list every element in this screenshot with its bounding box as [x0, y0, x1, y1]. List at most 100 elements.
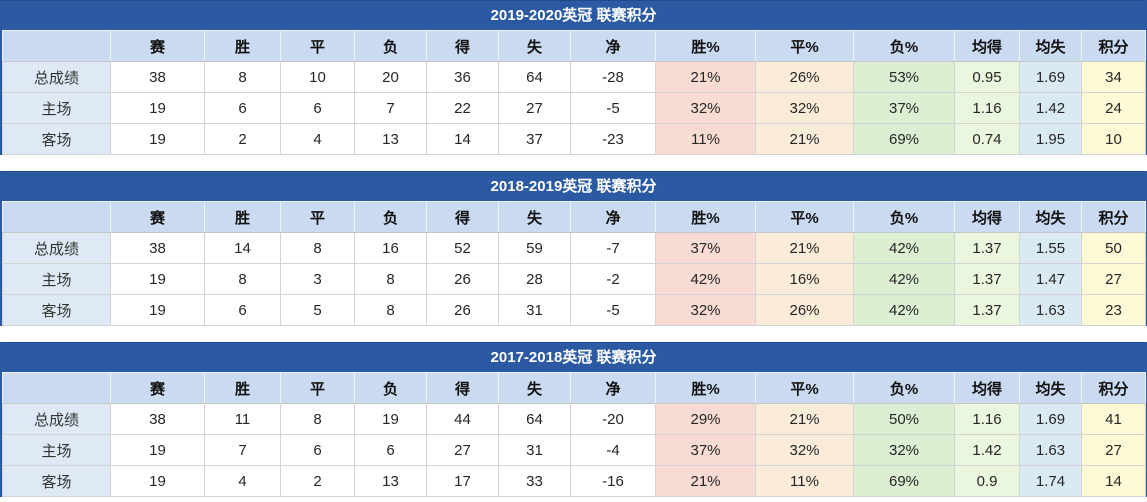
- table-row-total: 总成绩 38 8 10 20 36 64 -28 21% 26% 53% 0.9…: [2, 61, 1146, 93]
- stat-cell: -7: [570, 232, 656, 264]
- stat-cell: -20: [570, 403, 656, 435]
- stat-cell-win-pct: 21%: [655, 61, 756, 93]
- column-header-win-pct: 胜%: [655, 201, 756, 233]
- stat-cell-avg-against: 1.69: [1019, 403, 1082, 435]
- corner-header: [2, 372, 111, 404]
- stat-cell: 13: [354, 123, 427, 155]
- row-label: 主场: [2, 263, 111, 295]
- table-row-home: 主场 19 6 6 7 22 27 -5 32% 32% 37% 1.16 1.…: [2, 92, 1146, 124]
- stat-cell: 64: [498, 403, 571, 435]
- stat-cell: 4: [280, 123, 355, 155]
- column-header-draws: 平: [280, 201, 355, 233]
- stat-cell: 6: [354, 434, 427, 466]
- stat-cell-loss-pct: 50%: [853, 403, 955, 435]
- stat-cell: 13: [354, 465, 427, 497]
- stat-cell: 37: [498, 123, 571, 155]
- header-row: 赛 胜 平 负 得 失 净 胜% 平% 负% 均得 均失 积分: [2, 201, 1146, 233]
- stat-cell-draw-pct: 32%: [755, 92, 854, 124]
- table-title: 2018-2019英冠 联赛积分: [2, 171, 1145, 201]
- stat-cell: 19: [110, 123, 205, 155]
- column-header-losses: 负: [354, 372, 427, 404]
- stat-cell-loss-pct: 42%: [853, 263, 955, 295]
- stat-cell: 28: [498, 263, 571, 295]
- column-header-matches: 赛: [110, 201, 205, 233]
- stat-cell: 6: [204, 294, 281, 326]
- stat-cell-avg-for: 1.16: [954, 403, 1020, 435]
- stat-cell-win-pct: 37%: [655, 232, 756, 264]
- stat-cell-avg-for: 1.42: [954, 434, 1020, 466]
- stat-cell-points: 14: [1081, 465, 1146, 497]
- stat-cell-loss-pct: 42%: [853, 232, 955, 264]
- stat-cell: -23: [570, 123, 656, 155]
- stat-cell-draw-pct: 26%: [755, 61, 854, 93]
- stat-cell: 4: [204, 465, 281, 497]
- column-header-avg-for: 均得: [954, 201, 1020, 233]
- stat-cell: 8: [280, 403, 355, 435]
- column-header-loss-pct: 负%: [853, 201, 955, 233]
- stat-cell-draw-pct: 21%: [755, 232, 854, 264]
- column-header-goals-against: 失: [498, 30, 571, 62]
- column-header-points: 积分: [1081, 30, 1146, 62]
- stat-cell-avg-against: 1.47: [1019, 263, 1082, 295]
- stat-cell: 8: [280, 232, 355, 264]
- stat-cell-win-pct: 32%: [655, 92, 756, 124]
- column-header-draw-pct: 平%: [755, 201, 854, 233]
- row-label: 客场: [2, 123, 111, 155]
- stat-cell: 44: [426, 403, 499, 435]
- stat-cell: 10: [280, 61, 355, 93]
- row-label: 总成绩: [2, 232, 111, 264]
- row-label: 主场: [2, 434, 111, 466]
- table-row-away: 客场 19 4 2 13 17 33 -16 21% 11% 69% 0.9 1…: [2, 465, 1146, 497]
- stat-cell: 38: [110, 403, 205, 435]
- stat-cell: 7: [204, 434, 281, 466]
- stat-cell-loss-pct: 42%: [853, 294, 955, 326]
- stat-cell: 5: [280, 294, 355, 326]
- column-header-draws: 平: [280, 372, 355, 404]
- stat-cell: 8: [204, 263, 281, 295]
- stat-cell: 19: [110, 434, 205, 466]
- stat-cell-avg-for: 0.9: [954, 465, 1020, 497]
- stat-cell-win-pct: 32%: [655, 294, 756, 326]
- column-header-avg-against: 均失: [1019, 201, 1082, 233]
- season-table-2018-2019: 2018-2019英冠 联赛积分 赛 胜 平 负 得 失 净 胜% 平% 负% …: [0, 171, 1147, 326]
- stat-cell-points: 24: [1081, 92, 1146, 124]
- stat-cell: 31: [498, 434, 571, 466]
- column-header-goals-for: 得: [426, 201, 499, 233]
- table-row-total: 总成绩 38 14 8 16 52 59 -7 37% 21% 42% 1.37…: [2, 232, 1146, 264]
- stat-cell-points: 41: [1081, 403, 1146, 435]
- stat-cell: 26: [426, 263, 499, 295]
- stat-cell-draw-pct: 16%: [755, 263, 854, 295]
- stat-cell: -2: [570, 263, 656, 295]
- header-row: 赛 胜 平 负 得 失 净 胜% 平% 负% 均得 均失 积分: [2, 30, 1146, 62]
- stats-table: 赛 胜 平 负 得 失 净 胜% 平% 负% 均得 均失 积分 总成绩 38 8…: [2, 30, 1146, 155]
- row-label: 客场: [2, 294, 111, 326]
- stat-cell-points: 27: [1081, 263, 1146, 295]
- stat-cell-win-pct: 21%: [655, 465, 756, 497]
- row-label: 总成绩: [2, 61, 111, 93]
- stat-cell-win-pct: 29%: [655, 403, 756, 435]
- column-header-goals-for: 得: [426, 372, 499, 404]
- column-header-points: 积分: [1081, 201, 1146, 233]
- column-header-draws: 平: [280, 30, 355, 62]
- column-header-goals-against: 失: [498, 201, 571, 233]
- stat-cell: 22: [426, 92, 499, 124]
- stat-cell: 19: [110, 263, 205, 295]
- column-header-loss-pct: 负%: [853, 372, 955, 404]
- stat-cell-avg-against: 1.74: [1019, 465, 1082, 497]
- column-header-avg-against: 均失: [1019, 30, 1082, 62]
- header-row: 赛 胜 平 负 得 失 净 胜% 平% 负% 均得 均失 积分: [2, 372, 1146, 404]
- stat-cell: 2: [280, 465, 355, 497]
- stat-cell-loss-pct: 37%: [853, 92, 955, 124]
- row-label: 主场: [2, 92, 111, 124]
- stat-cell: 26: [426, 294, 499, 326]
- stat-cell-avg-for: 1.37: [954, 232, 1020, 264]
- stat-cell-avg-against: 1.42: [1019, 92, 1082, 124]
- stat-cell-draw-pct: 21%: [755, 123, 854, 155]
- stat-cell-avg-against: 1.63: [1019, 434, 1082, 466]
- column-header-matches: 赛: [110, 30, 205, 62]
- stat-cell: 33: [498, 465, 571, 497]
- stat-cell: 19: [354, 403, 427, 435]
- stat-cell: -16: [570, 465, 656, 497]
- stat-cell: 3: [280, 263, 355, 295]
- column-header-draw-pct: 平%: [755, 372, 854, 404]
